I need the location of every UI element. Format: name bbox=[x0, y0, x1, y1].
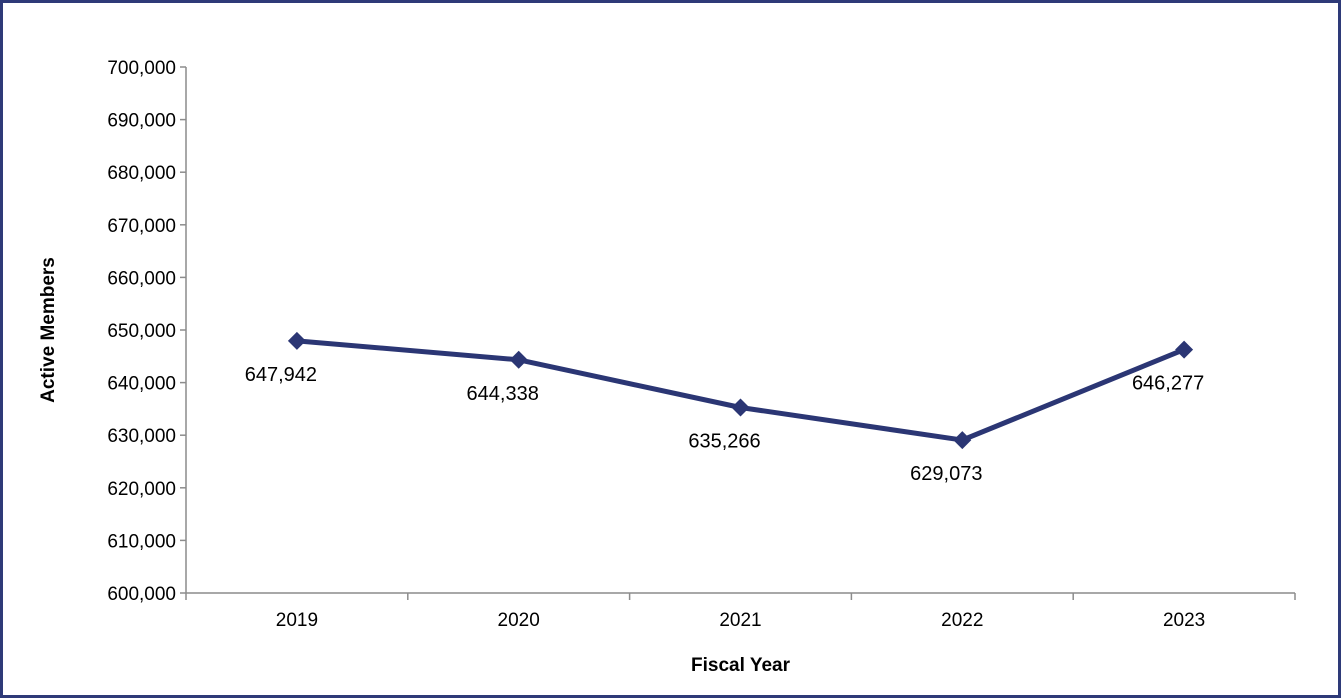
x-axis-title: Fiscal Year bbox=[691, 655, 791, 676]
data-label: 629,073 bbox=[910, 463, 982, 485]
data-labels: 647,942 644,338 635,266 629,073 646,277 bbox=[245, 364, 1204, 485]
x-tick-label: 2022 bbox=[941, 610, 983, 631]
y-tick-label: 650,000 bbox=[107, 321, 176, 342]
y-tick-label: 680,000 bbox=[107, 163, 176, 184]
data-point-marker bbox=[509, 350, 528, 369]
y-tick-label: 610,000 bbox=[107, 531, 176, 552]
y-tick-label: 600,000 bbox=[107, 584, 176, 605]
x-tick-label: 2019 bbox=[276, 610, 318, 631]
x-tick-label: 2020 bbox=[498, 610, 540, 631]
y-tick-label: 670,000 bbox=[107, 216, 176, 237]
y-axis-title: Active Members bbox=[38, 257, 59, 403]
x-axis-ticks: 2019 2020 2021 2022 2023 bbox=[185, 593, 1296, 631]
x-tick-label: 2023 bbox=[1163, 610, 1205, 631]
y-axis-ticks: 600,000 610,000 620,000 630,000 640,000 650,0… bbox=[107, 58, 186, 605]
data-label: 647,942 bbox=[245, 364, 317, 386]
data-point-marker bbox=[953, 431, 972, 450]
data-label: 646,277 bbox=[1132, 373, 1204, 395]
x-tick-label: 2021 bbox=[719, 610, 761, 631]
data-label: 644,338 bbox=[467, 383, 539, 405]
y-tick-label: 630,000 bbox=[107, 426, 176, 447]
y-tick-label: 700,000 bbox=[107, 58, 176, 79]
y-tick-label: 660,000 bbox=[107, 268, 176, 289]
data-point-marker bbox=[287, 331, 306, 350]
series-active-members bbox=[287, 331, 1194, 450]
y-tick-label: 640,000 bbox=[107, 374, 176, 395]
data-label: 635,266 bbox=[688, 431, 760, 453]
y-tick-label: 620,000 bbox=[107, 479, 176, 500]
series-line bbox=[296, 338, 1186, 443]
data-point-marker bbox=[1175, 340, 1194, 359]
data-point-marker bbox=[731, 398, 750, 417]
y-tick-label: 690,000 bbox=[107, 111, 176, 132]
